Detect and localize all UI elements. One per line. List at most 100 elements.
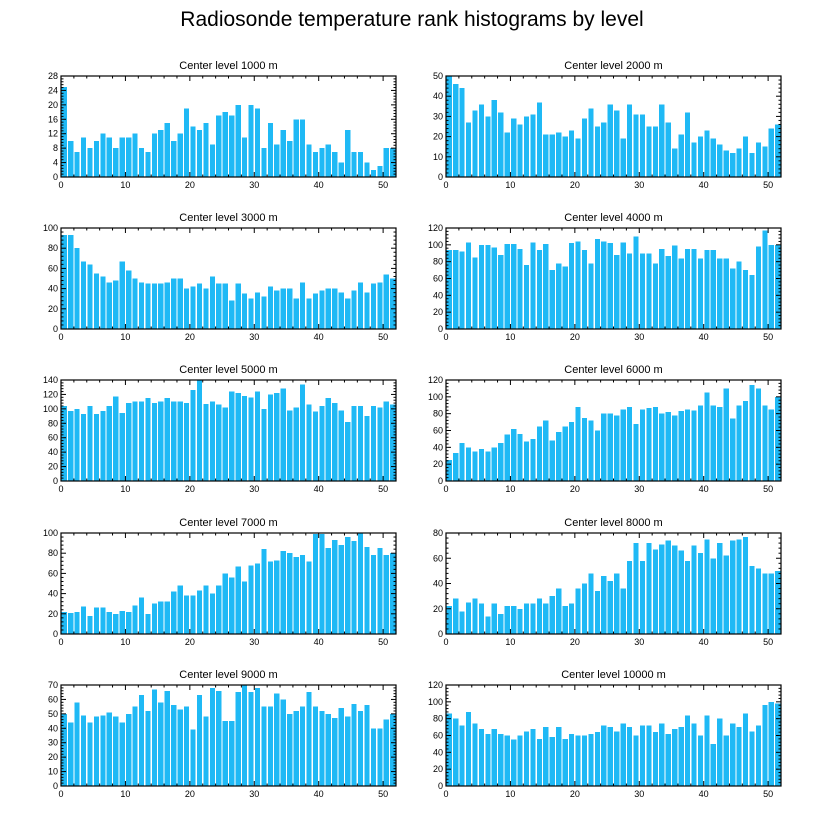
histogram-bar xyxy=(299,706,306,786)
histogram-bar xyxy=(511,243,517,329)
histogram-bar xyxy=(377,728,383,786)
x-tick-label: 50 xyxy=(763,484,773,494)
histogram-panel: Center level 3000 m 0 10 20 30 40 50 0 20 40 60 80 1… xyxy=(43,212,397,342)
histogram-bar xyxy=(171,591,177,634)
x-tick-label: 20 xyxy=(570,180,580,190)
y-tick-label: 60 xyxy=(433,731,443,741)
histogram-bar xyxy=(626,253,633,329)
histogram-bar xyxy=(446,459,452,481)
y-tick-label: 60 xyxy=(433,426,443,436)
histogram-bar xyxy=(248,298,254,329)
histogram-bar xyxy=(717,406,723,481)
histogram-bar xyxy=(659,544,665,634)
histogram-bar xyxy=(184,288,190,329)
histogram-bar xyxy=(74,151,80,177)
histogram-bar xyxy=(106,405,112,481)
histogram-bar xyxy=(87,722,93,786)
histogram-bar xyxy=(453,598,459,634)
y-tick-label: 80 xyxy=(48,548,58,558)
histogram-bar xyxy=(504,243,510,329)
histogram-bar xyxy=(665,122,671,177)
histogram-bar xyxy=(549,440,555,481)
histogram-bar xyxy=(478,244,485,329)
histogram-bar xyxy=(639,253,646,329)
y-tick-label: 40 xyxy=(48,284,58,294)
histogram-bar xyxy=(93,273,100,329)
histogram-bar xyxy=(459,443,465,481)
histogram-bar xyxy=(569,733,575,786)
histogram-bar xyxy=(177,585,183,634)
histogram-bar xyxy=(607,243,613,329)
histogram-bar xyxy=(697,553,704,634)
y-tick-label: 100 xyxy=(428,392,443,402)
histogram-bar xyxy=(235,566,241,634)
y-tick-label: 80 xyxy=(433,528,443,538)
histogram-bar xyxy=(523,441,530,481)
histogram-bar xyxy=(768,409,774,481)
y-tick-label: 20 xyxy=(48,609,58,619)
histogram-bar xyxy=(672,415,678,481)
histogram-bar xyxy=(446,76,452,177)
histogram-bar xyxy=(325,713,331,786)
histogram-bar xyxy=(633,236,639,329)
histogram-bar xyxy=(659,104,665,177)
histogram-bar xyxy=(261,549,267,634)
y-tick-label: 0 xyxy=(438,629,443,639)
x-tick-label: 30 xyxy=(249,484,259,494)
histogram-bar xyxy=(472,110,478,177)
histogram-bar xyxy=(569,422,575,481)
histogram-bar xyxy=(556,132,562,177)
histogram-bar xyxy=(267,286,273,329)
panel-title: Center level 3000 m xyxy=(179,212,277,224)
histogram-panel: Center level 10000 m 0 10 20 30 40 50 0 20 40 60 80… xyxy=(428,669,782,799)
y-tick-label: 20 xyxy=(48,304,58,314)
histogram-bar xyxy=(446,249,452,329)
histogram-bar xyxy=(581,583,588,634)
histogram-bar xyxy=(614,254,620,329)
histogram-bar xyxy=(319,534,325,634)
histogram-bar xyxy=(364,547,370,634)
histogram-bar xyxy=(736,148,742,177)
histogram-bar xyxy=(485,733,491,786)
y-tick-label: 20 xyxy=(433,764,443,774)
panel-title: Center level 6000 m xyxy=(564,364,662,376)
y-tick-label: 40 xyxy=(433,579,443,589)
histogram-bar xyxy=(145,151,151,177)
histogram-bar xyxy=(274,144,280,177)
histogram-bar xyxy=(61,611,67,634)
histogram-bar xyxy=(61,86,67,177)
histogram-bar xyxy=(581,417,588,481)
histogram-bar xyxy=(562,738,568,786)
histogram-bar xyxy=(459,725,465,786)
histogram-bar xyxy=(267,706,273,786)
histogram-bar xyxy=(287,713,293,786)
histogram-bar xyxy=(61,405,67,481)
histogram-bar xyxy=(762,405,768,481)
histogram-bar xyxy=(491,728,497,786)
x-tick-label: 40 xyxy=(314,484,324,494)
x-tick-label: 30 xyxy=(634,180,644,190)
y-tick-label: 0 xyxy=(438,476,443,486)
histogram-bar xyxy=(113,280,119,329)
histogram-bar xyxy=(390,404,396,481)
histogram-bar xyxy=(100,411,106,481)
histogram-bar xyxy=(775,244,781,329)
histogram-bar xyxy=(704,539,710,634)
histogram-bar xyxy=(478,728,485,786)
panel-title: Center level 8000 m xyxy=(564,517,662,529)
x-tick-label: 10 xyxy=(505,484,515,494)
histogram-bar xyxy=(138,695,145,786)
histogram-bar xyxy=(87,264,93,329)
histogram-bar xyxy=(158,702,164,786)
histogram-bar xyxy=(575,406,581,481)
histogram-bar xyxy=(138,401,145,481)
histogram-bar xyxy=(536,102,543,177)
histogram-bar xyxy=(697,735,704,786)
x-tick-label: 10 xyxy=(120,484,130,494)
histogram-bar xyxy=(749,152,755,177)
histogram-bar xyxy=(511,428,517,481)
histogram-bar xyxy=(113,613,119,634)
histogram-bar xyxy=(132,706,138,786)
y-tick-label: 10 xyxy=(48,767,58,777)
y-tick-label: 100 xyxy=(43,223,58,233)
